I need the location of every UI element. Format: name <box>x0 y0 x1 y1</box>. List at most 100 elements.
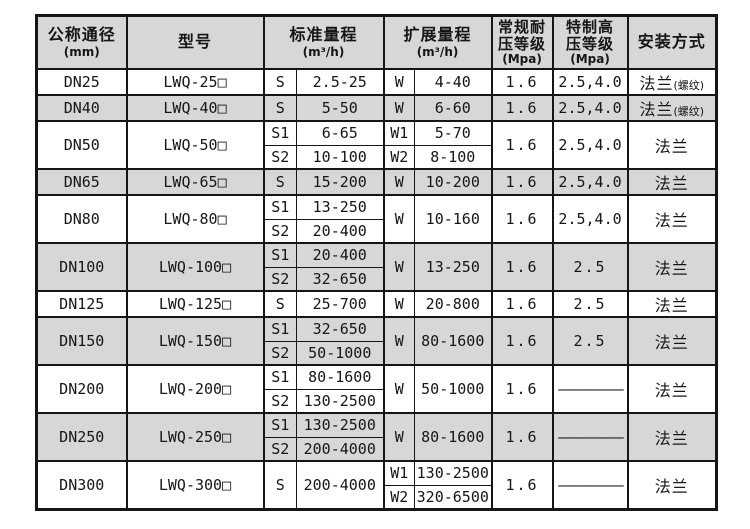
dn200-diameter-cell: DN200 <box>35 364 128 415</box>
dn250-install-cell: 法兰 <box>626 412 718 463</box>
dn65-standard-label-cell: S <box>262 168 297 197</box>
dn65-standard-range-cell: 15-200 <box>295 168 385 197</box>
dn65-install-label: 法兰 <box>654 174 689 194</box>
dn300-extended-range2-cell: 320-6500 <box>414 484 493 511</box>
dn150-standard-label1-cell: S1 <box>262 316 297 342</box>
dn80-standard-label1-cell: S1 <box>262 194 297 220</box>
dn300-standard-range-cell: 200-4000 <box>295 460 385 511</box>
row-dn150-sub2: S2 50-1000 <box>37 340 717 367</box>
dn40-standard-range-cell: 5-50 <box>295 94 385 123</box>
header-high-pressure: 特制高 压等级 (Mpa) <box>551 14 629 71</box>
dn25-high-pressure-cell: 2.5,4.0 <box>551 68 629 97</box>
dn40-install-note: (螺纹) <box>673 105 705 119</box>
dn300-diameter-cell: DN300 <box>35 460 128 511</box>
row-dn200-sub2: S2 130-2500 <box>37 388 717 415</box>
dn150-normal-pressure-cell: 1.6 <box>490 316 554 367</box>
header-high-pressure-unit: (Mpa) <box>570 52 610 66</box>
dn150-install-label: 法兰 <box>654 333 689 353</box>
dn100-high-pressure-cell: 2.5 <box>551 242 629 293</box>
dn250-standard-range2-cell: 200-4000 <box>295 436 385 463</box>
dn150-high-pressure-cell: 2.5 <box>551 316 629 367</box>
dn100-install-cell: 法兰 <box>626 242 718 293</box>
dn65-normal-pressure-cell: 1.6 <box>490 168 554 197</box>
dn65-model-cell: LWQ-65□ <box>125 168 265 197</box>
header-standard-range-label: 标准量程 <box>289 25 358 45</box>
header-extended-range: 扩展量程 (m³/h) <box>382 14 493 71</box>
dn200-standard-range2-cell: 130-2500 <box>295 388 385 415</box>
header-model: 型号 <box>125 14 265 71</box>
flowmeter-spec-table: 公称通径 (mm) 型号 标准量程 (m³/h) 扩展量程 (m³/h) 常规耐… <box>35 14 719 511</box>
dn50-standard-label1-cell: S1 <box>262 120 297 146</box>
dn250-diameter-cell: DN250 <box>35 412 128 463</box>
dn25-normal-pressure-cell: 1.6 <box>490 68 554 97</box>
dn80-standard-range1-cell: 13-250 <box>295 194 385 220</box>
dn25-standard-label-cell: S <box>262 68 297 97</box>
row-dn250-sub1: DN250 LWQ-250□ S1 130-2500 W 80-1600 1.6… <box>35 412 718 463</box>
dn125-install-label: 法兰 <box>654 296 689 316</box>
dn125-install-cell: 法兰 <box>626 290 718 319</box>
dn250-extended-label-cell: W <box>382 412 416 463</box>
dn100-standard-label2-cell: S2 <box>262 266 297 293</box>
dn300-install-cell: 法兰 <box>626 460 718 511</box>
dn150-extended-label-cell: W <box>382 316 416 367</box>
dn200-standard-label1-cell: S1 <box>262 364 297 390</box>
dn125-extended-label-cell: W <box>382 290 416 319</box>
row-dn125: DN125 LWQ-125□ S 25-700 W 20-800 1.6 2.5… <box>35 290 718 319</box>
dn100-normal-pressure-cell: 1.6 <box>490 242 554 293</box>
dn300-extended-range1-cell: 130-2500 <box>414 460 493 486</box>
dn50-extended-range1-cell: 5-70 <box>414 120 493 146</box>
row-dn300-sub1: DN300 LWQ-300□ S 200-4000 W1 130-2500 1.… <box>35 460 718 511</box>
dn50-extended-range2-cell: 8-100 <box>414 144 493 171</box>
dn25-standard-range-cell: 2.5-25 <box>295 68 385 97</box>
dn250-normal-pressure-cell: 1.6 <box>490 412 554 463</box>
dn200-normal-pressure-cell: 1.6 <box>490 364 554 415</box>
dn300-install-label: 法兰 <box>654 476 689 496</box>
row-dn25: DN25 LWQ-25□ S 2.5-25 W 4-40 1.6 2.5,4.0… <box>35 68 718 97</box>
header-diameter-label: 公称通径 <box>47 25 116 45</box>
header-normal-pressure-unit: (Mpa) <box>502 52 542 66</box>
dn150-standard-range2-cell: 50-1000 <box>295 340 385 367</box>
dn100-standard-range1-cell: 20-400 <box>295 242 385 268</box>
dn100-model-cell: LWQ-100□ <box>125 242 265 293</box>
dn50-standard-label2-cell: S2 <box>262 144 297 171</box>
dn40-extended-range-cell: 6-60 <box>414 94 493 123</box>
header-row: 公称通径 (mm) 型号 标准量程 (m³/h) 扩展量程 (m³/h) 常规耐… <box>35 14 718 71</box>
dn300-normal-pressure-cell: 1.6 <box>490 460 554 511</box>
header-diameter-unit: (mm) <box>63 44 100 59</box>
dn25-extended-range-cell: 4-40 <box>414 68 493 97</box>
dn50-diameter-cell: DN50 <box>35 120 128 171</box>
dn80-normal-pressure-cell: 1.6 <box>490 194 554 245</box>
dn300-extended-label1-cell: W1 <box>382 460 416 486</box>
dn65-extended-label-cell: W <box>382 168 416 197</box>
dn150-extended-range-cell: 80-1600 <box>414 316 493 367</box>
header-install-label: 安装方式 <box>637 32 706 52</box>
dn80-extended-range-cell: 10-160 <box>414 194 493 245</box>
dn100-install-label: 法兰 <box>654 259 689 279</box>
dn40-diameter-cell: DN40 <box>35 94 128 123</box>
dn200-standard-label2-cell: S2 <box>262 388 297 415</box>
dn125-extended-range-cell: 20-800 <box>414 290 493 319</box>
row-dn100-sub2: S2 32-650 <box>37 266 717 293</box>
dn40-high-pressure-cell: 2.5,4.0 <box>551 94 629 123</box>
dn200-install-label: 法兰 <box>654 381 689 401</box>
dn25-diameter-cell: DN25 <box>35 68 128 97</box>
dn50-standard-range2-cell: 10-100 <box>295 144 385 171</box>
dn300-model-cell: LWQ-300□ <box>125 460 265 511</box>
dn40-standard-label-cell: S <box>262 94 297 123</box>
dn80-high-pressure-cell: 2.5,4.0 <box>551 194 629 245</box>
dn300-high-pressure-dash-cell: ————— <box>551 460 629 511</box>
dn50-normal-pressure-cell: 1.6 <box>490 120 554 171</box>
dn125-high-pressure-cell: 2.5 <box>551 290 629 319</box>
dn200-model-cell: LWQ-200□ <box>125 364 265 415</box>
header-normal-pressure-line1: 常规耐 <box>498 18 547 36</box>
dn150-model-cell: LWQ-150□ <box>125 316 265 367</box>
dn40-install-label: 法兰 <box>639 100 674 120</box>
row-dn100-sub1: DN100 LWQ-100□ S1 20-400 W 13-250 1.6 2.… <box>35 242 718 293</box>
dn25-install-cell: 法兰(螺纹) <box>626 68 718 97</box>
dn80-diameter-cell: DN80 <box>35 194 128 245</box>
header-high-pressure-line1: 特制高 <box>566 18 615 36</box>
dn200-standard-range1-cell: 80-1600 <box>295 364 385 390</box>
header-normal-pressure: 常规耐 压等级 (Mpa) <box>490 14 554 71</box>
dn200-extended-range-cell: 50-1000 <box>414 364 493 415</box>
dn300-standard-label-cell: S <box>262 460 297 511</box>
